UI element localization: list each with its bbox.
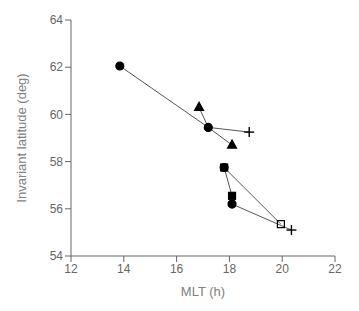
svg-text:14: 14 [117, 262, 131, 276]
svg-text:56: 56 [50, 202, 64, 216]
svg-text:22: 22 [328, 262, 342, 276]
svg-text:Invariant latitude (deg): Invariant latitude (deg) [14, 73, 29, 202]
svg-text:20: 20 [276, 262, 290, 276]
svg-text:18: 18 [223, 262, 237, 276]
svg-text:64: 64 [50, 13, 64, 27]
svg-text:16: 16 [170, 262, 184, 276]
svg-text:62: 62 [50, 60, 64, 74]
svg-text:MLT (h): MLT (h) [181, 284, 225, 299]
svg-text:54: 54 [50, 249, 64, 263]
svg-text:60: 60 [50, 108, 64, 122]
svg-text:58: 58 [50, 155, 64, 169]
svg-text:12: 12 [64, 262, 78, 276]
